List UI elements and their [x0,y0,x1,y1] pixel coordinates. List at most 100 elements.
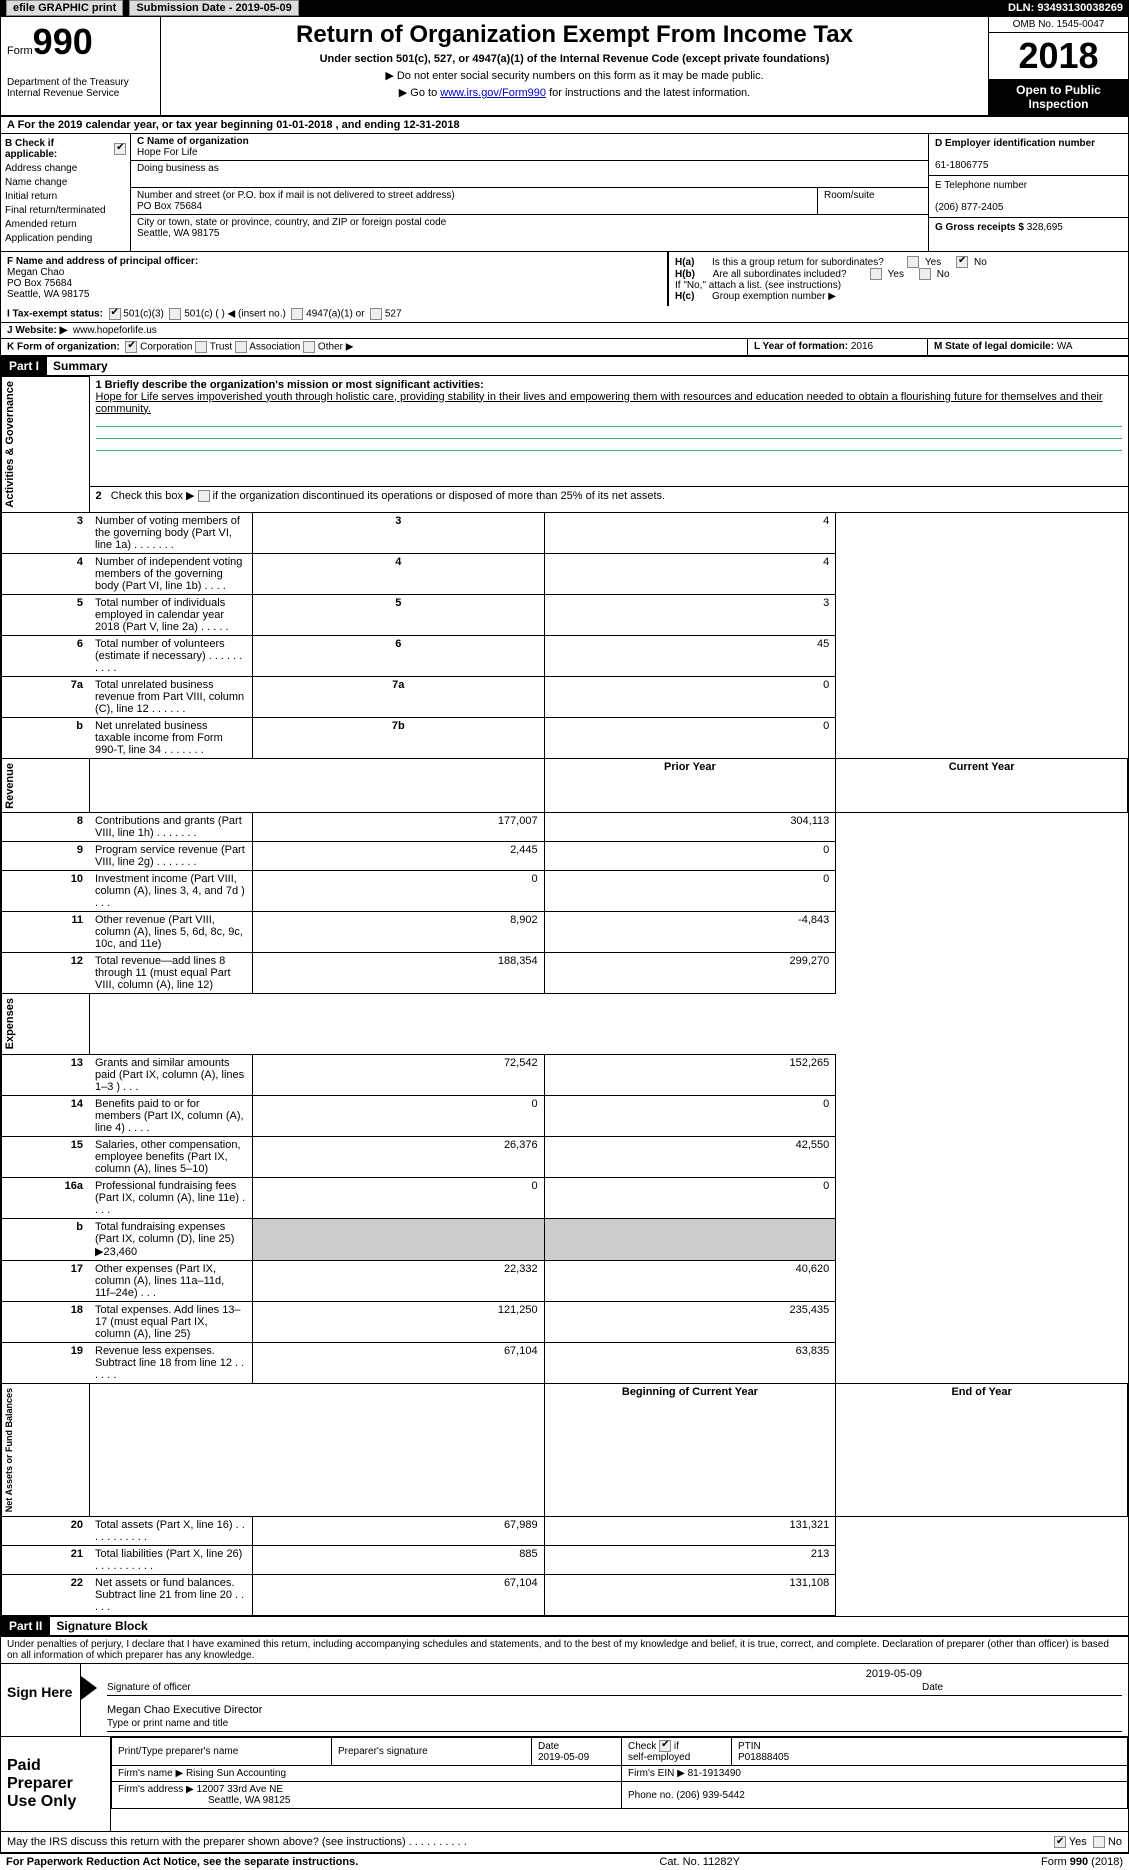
street-value: PO Box 75684 [137,201,202,212]
line-num: 16a [2,1177,90,1218]
dln: DLN: 93493130038269 [1008,2,1123,14]
line-num: 20 [2,1517,90,1546]
end-val: 131,321 [544,1517,836,1546]
prior-val: 72,542 [252,1054,544,1095]
checkbox-icon [1093,1836,1105,1848]
tax-exempt-label: I Tax-exempt status: [7,309,103,320]
line-num: 17 [2,1260,90,1301]
current-val [544,1218,836,1260]
line-num: 15 [2,1136,90,1177]
check-initial-return: Initial return [5,191,126,202]
ha-label: H(a) [675,257,694,268]
line-desc: Total assets (Part X, line 16) . . . . .… [89,1517,252,1546]
prior-val: 26,376 [252,1136,544,1177]
website-label: J Website: ▶ [7,325,67,336]
note-goto-pre: ▶ Go to [399,87,440,99]
line-desc: Investment income (Part VIII, column (A)… [89,871,252,912]
tax-year: 2018 [989,33,1128,79]
submission-date: Submission Date - 2019-05-09 [129,0,298,16]
end-val: 213 [544,1546,836,1575]
self-emp-label: Check ifself-employed [628,1741,690,1763]
checkbox-icon [169,308,181,320]
opt-corp: Corporation [140,342,192,353]
begin-val: 67,104 [252,1575,544,1616]
opt-trust: Trust [210,342,232,353]
prep-date-label: Date [538,1741,559,1752]
line-col: 4 [252,553,544,594]
line-desc: Number of voting members of the governin… [89,512,252,553]
check-name-change: Name change [5,177,126,188]
current-val: 40,620 [544,1260,836,1301]
net-label: Net Assets or Fund Balances [2,1384,16,1516]
section-b: B Check if applicable: Address change Na… [1,134,131,251]
irs-link[interactable]: www.irs.gov/Form990 [440,87,546,99]
firm-name: Rising Sun Accounting [186,1768,286,1779]
line-desc: Total expenses. Add lines 13–17 (must eq… [89,1301,252,1342]
section-b-label: B Check if applicable: [5,138,108,160]
officer-addr1: PO Box 75684 [7,278,72,289]
line-num: 14 [2,1095,90,1136]
line-desc: Program service revenue (Part VIII, line… [89,842,252,871]
prep-date: 2019-05-09 [538,1752,589,1763]
officer-label: F Name and address of principal officer: [7,256,198,267]
opt-assoc: Association [249,342,300,353]
firm-city: Seattle, WA 98125 [118,1795,290,1806]
header-left: Form990 Department of the TreasuryIntern… [1,17,161,115]
year-formation-value: 2016 [851,341,873,352]
checkbox-icon [109,308,121,320]
gross-receipts-value: 328,695 [1027,222,1063,233]
line-val: 4 [544,553,836,594]
checkbox-icon [195,341,207,353]
officer-name-title: Megan Chao Executive Director [107,1696,1122,1716]
year-formation-label: L Year of formation: [754,341,848,352]
hb-no: No [937,269,950,280]
part1-title: Summary [47,359,108,373]
line-desc: Professional fundraising fees (Part IX, … [89,1177,252,1218]
prior-val: 188,354 [252,953,544,994]
exp-label: Expenses [2,994,18,1053]
org-name-label: C Name of organization [137,136,249,147]
line-num: 11 [2,912,90,953]
ptin-label: PTIN [738,1741,761,1752]
line-desc: Number of independent voting members of … [89,553,252,594]
prior-val: 2,445 [252,842,544,871]
officer-addr2: Seattle, WA 98175 [7,289,89,300]
current-val: 42,550 [544,1136,836,1177]
current-val: 63,835 [544,1342,836,1383]
current-val: -4,843 [544,912,836,953]
check-final-return: Final return/terminated [5,205,126,216]
form-subtitle: Under section 501(c), 527, or 4947(a)(1)… [169,53,980,65]
line-num: 8 [2,813,90,842]
checkbox-icon [870,268,882,280]
current-val: 0 [544,1095,836,1136]
check-pending: Application pending [5,233,126,244]
checkbox-icon [659,1740,671,1752]
line-num: 12 [2,953,90,994]
checkbox-icon [198,490,210,502]
end-val: 131,108 [544,1575,836,1616]
gross-receipts-label: G Gross receipts $ [935,222,1024,233]
line-desc: Contributions and grants (Part VIII, lin… [89,813,252,842]
checkbox-icon [235,341,247,353]
current-val: 0 [544,842,836,871]
checkbox-icon [919,268,931,280]
form-title: Return of Organization Exempt From Incom… [169,21,980,49]
checkbox-icon [370,308,382,320]
note-ssn: ▶ Do not enter social security numbers o… [169,69,980,82]
hc-label: H(c) [675,291,694,302]
omb-number: OMB No. 1545-0047 [989,17,1128,33]
line-desc: Total fundraising expenses (Part IX, col… [89,1218,252,1260]
hb-yes: Yes [888,269,904,280]
col-end-year: End of Year [836,1383,1128,1516]
line-val: 3 [544,594,836,635]
line-num: 18 [2,1301,90,1342]
col-prior-year: Prior Year [544,758,836,813]
line-col: 6 [252,635,544,676]
ptin-value: P01888405 [738,1752,789,1763]
sig-officer-label: Signature of officer [107,1682,922,1693]
phone-label: E Telephone number [935,180,1027,191]
firm-phone: (206) 939-5442 [676,1790,744,1801]
prior-val: 177,007 [252,813,544,842]
line-num: b [2,1218,90,1260]
hb-note: If "No," attach a list. (see instruction… [675,280,1122,291]
